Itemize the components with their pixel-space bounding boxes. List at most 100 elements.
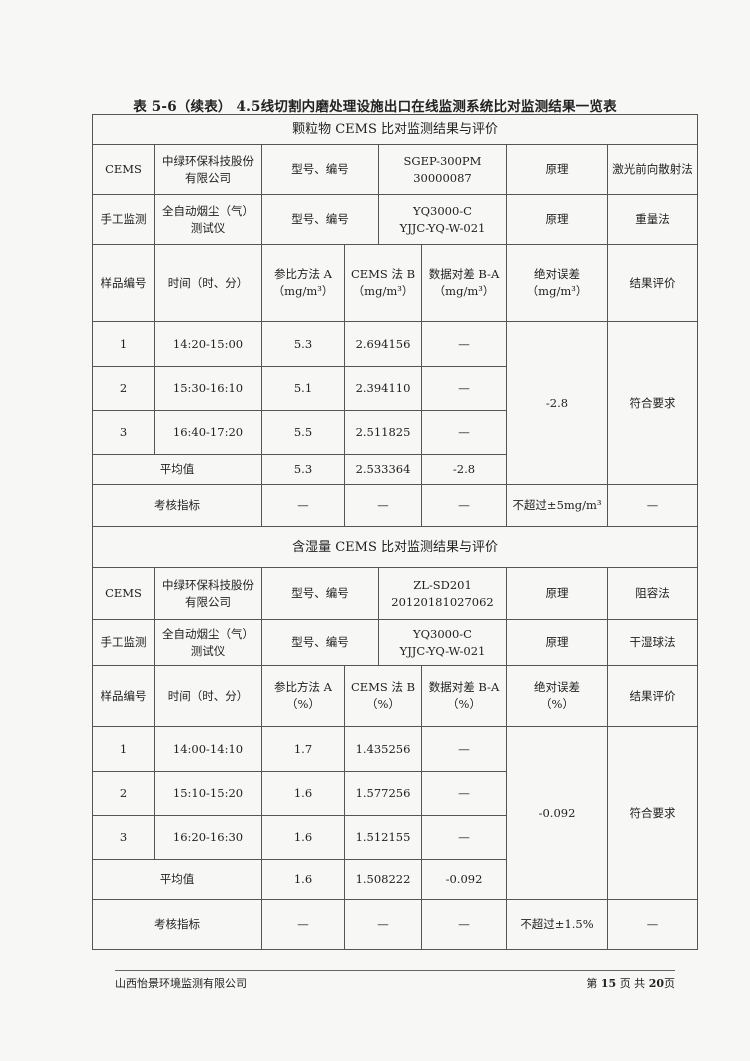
column-header: 结果评价: [606, 665, 699, 727]
cems-principle: 阻容法: [606, 567, 699, 620]
sample-time: 15:30-16:10: [154, 366, 262, 411]
sample-time: 14:00-14:10: [154, 726, 262, 772]
manual-model: YQ3000-C YJJC-YQ-W-021: [378, 619, 507, 666]
check-diff: —: [421, 484, 507, 527]
principle-label: 原理: [506, 567, 608, 620]
column-header: 时间（时、分）: [154, 244, 262, 322]
value-diff: —: [421, 366, 507, 411]
check-eval: —: [606, 899, 699, 950]
manual-principle: 重量法: [606, 194, 699, 245]
principle-label: 原理: [506, 194, 608, 245]
avg-b: 2.533364: [344, 454, 422, 485]
manual-principle: 干湿球法: [606, 619, 699, 666]
table-row: 平均值 5.3 2.533364 -2.8: [92, 454, 698, 485]
column-header: 参比方法 A （mg/m³）: [261, 244, 345, 322]
value-a: 1.7: [261, 726, 345, 772]
check-label: 考核指标: [92, 899, 262, 950]
table-row: 手工监测 全自动烟尘（气）测试仪 型号、编号 YQ3000-C YJJC-YQ-W-02…: [92, 194, 699, 245]
manual-label: 手工监测: [92, 619, 155, 666]
table-row: 1 14:00-14:10 1.7 1.435256— -0.092 符合要求: [92, 726, 699, 900]
check-b: —: [344, 484, 422, 527]
sample-time: 15:10-15:20: [154, 771, 262, 816]
sample-time: 16:40-17:20: [154, 410, 262, 455]
table-row: 2 15:10-15:20 1.6 1.577256—: [92, 771, 698, 816]
abs-error: -2.8: [506, 321, 608, 485]
principle-label: 原理: [506, 144, 608, 195]
average-label: 平均值: [92, 859, 262, 900]
table-row: 含湿量 CEMS 比对监测结果与评价: [91, 526, 699, 568]
footer-company: 山西怡景环境监测有限公司: [115, 977, 247, 990]
column-header: 绝对误差 （%）: [506, 665, 608, 727]
cems-company: 中绿环保科技股份有限公司: [154, 144, 262, 195]
column-header: 数据对差 B-A （%）: [421, 665, 507, 727]
manual-instrument: 全自动烟尘（气）测试仪: [154, 619, 262, 666]
section-heading: 含湿量 CEMS 比对监测结果与评价: [91, 526, 699, 568]
sample-time: 14:20-15:00: [154, 321, 262, 367]
model-label: 型号、编号: [261, 194, 379, 245]
value-b: 1.512155: [344, 815, 422, 860]
value-a: 1.6: [261, 815, 345, 860]
evaluation: 符合要求: [606, 726, 699, 900]
check-label: 考核指标: [92, 484, 262, 527]
column-header: 结果评价: [606, 244, 699, 322]
column-header: 参比方法 A （%）: [261, 665, 345, 727]
avg-diff: -0.092: [421, 859, 507, 900]
table-row: 手工监测 全自动烟尘（气）测试仪 型号、编号 YQ3000-C YJJC-YQ-W-02…: [92, 619, 699, 666]
value-diff: —: [421, 726, 507, 772]
check-limit: 不超过±1.5%: [506, 899, 608, 950]
manual-label: 手工监测: [92, 194, 155, 245]
section-heading: 颗粒物 CEMS 比对监测结果与评价: [91, 114, 699, 145]
average-label: 平均值: [92, 454, 262, 485]
page-number: 第 15 页 共 20页: [586, 977, 675, 990]
value-b: 2.694156: [344, 321, 422, 367]
check-a: —: [261, 484, 345, 527]
avg-a: 5.3: [261, 454, 345, 485]
check-limit: 不超过±5mg/m³: [506, 484, 608, 527]
table-row: CEMS 中绿环保科技股份有限公司 型号、编号 SGEP-300PM 30000087 原…: [92, 144, 699, 195]
sample-no: 1: [92, 321, 155, 367]
cems-label: CEMS: [92, 144, 155, 195]
check-a: —: [261, 899, 345, 950]
table-row: 2 15:30-16:10 5.1 2.394110—: [92, 366, 698, 411]
column-header: CEMS 法 B （%）: [344, 665, 422, 727]
table-row: 样品编号 时间（时、分） 参比方法 A （%） CEMS 法 B （%） 数据对差 B-A （…: [92, 665, 699, 727]
model-label: 型号、编号: [261, 567, 379, 620]
cems-model: SGEP-300PM 30000087: [378, 144, 507, 195]
value-b: 1.435256: [344, 726, 422, 772]
cems-company: 中绿环保科技股份有限公司: [154, 567, 262, 620]
comparison-table: 颗粒物 CEMS 比对监测结果与评价 CEMS 中绿环保科技股份有限公司 型号、编号 S…: [91, 114, 699, 950]
avg-diff: -2.8: [421, 454, 507, 485]
sample-time: 16:20-16:30: [154, 815, 262, 860]
value-a: 5.1: [261, 366, 345, 411]
value-b: 2.511825: [344, 410, 422, 455]
cems-model: ZL-SD201 20120181027062: [378, 567, 507, 620]
column-header: 数据对差 B-A （mg/m³）: [421, 244, 507, 322]
table-row: 考核指标 — — — 不超过±5mg/m³ —: [92, 484, 699, 527]
value-diff: —: [421, 771, 507, 816]
table-row: 考核指标 — — — 不超过±1.5% —: [92, 899, 699, 950]
evaluation: 符合要求: [606, 321, 699, 485]
value-diff: —: [421, 410, 507, 455]
column-header: 绝对误差 （mg/m³）: [506, 244, 608, 322]
manual-instrument: 全自动烟尘（气）测试仪: [154, 194, 262, 245]
value-b: 2.394110: [344, 366, 422, 411]
sample-no: 2: [92, 366, 155, 411]
value-diff: —: [421, 321, 507, 367]
check-eval: —: [606, 484, 699, 527]
table-row: 样品编号 时间（时、分） 参比方法 A （mg/m³） CEMS 法 B （mg/m³）数…: [92, 244, 699, 322]
sample-no: 1: [92, 726, 155, 772]
check-diff: —: [421, 899, 507, 950]
table-row: CEMS 中绿环保科技股份有限公司 型号、编号 ZL-SD201 20120181027…: [92, 567, 699, 620]
avg-a: 1.6: [261, 859, 345, 900]
table-row: 1 14:20-15:00 5.3 2.694156— -2.8 符合要求: [92, 321, 699, 485]
table-row: 平均值 1.6 1.508222 -0.092: [92, 859, 698, 900]
check-b: —: [344, 899, 422, 950]
abs-error: -0.092: [506, 726, 608, 900]
principle-label: 原理: [506, 619, 608, 666]
value-a: 5.5: [261, 410, 345, 455]
value-a: 5.3: [261, 321, 345, 367]
table-row: 3 16:20-16:30 1.6 1.512155—: [92, 815, 698, 860]
avg-b: 1.508222: [344, 859, 422, 900]
column-header: 样品编号: [92, 244, 155, 322]
sample-no: 2: [92, 771, 155, 816]
